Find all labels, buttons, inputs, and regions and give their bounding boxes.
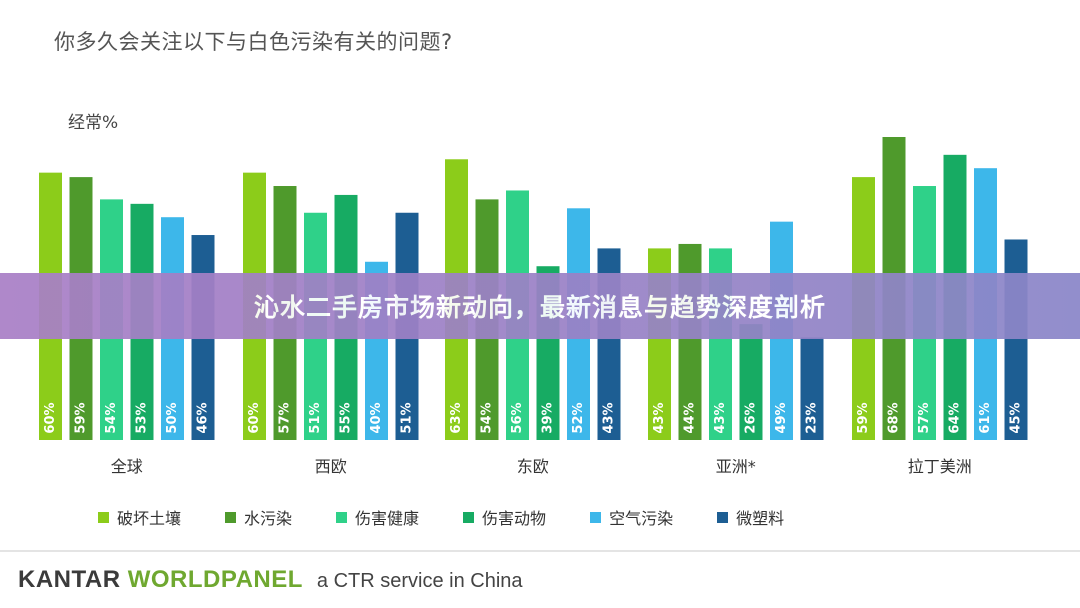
bar-value-label: 51%: [400, 402, 415, 433]
bar-3-5: [800, 337, 824, 440]
y-axis-label: 经常%: [68, 113, 118, 133]
bar-value-label: 56%: [510, 402, 525, 433]
legend-swatch: [336, 511, 348, 523]
bar-value-label: 61%: [978, 402, 993, 433]
category-label: 全球: [111, 457, 143, 476]
bar-value-label: 39%: [541, 402, 556, 433]
legend-item: 伤害健康: [336, 505, 419, 529]
bar-value-label: 23%: [805, 402, 820, 433]
bar-value-label: 53%: [135, 402, 150, 433]
legend-swatch: [590, 511, 602, 523]
category-label: 亚洲*: [716, 457, 756, 476]
legend-label: 破坏土壤: [117, 509, 182, 528]
bar-value-label: 52%: [571, 402, 586, 433]
legend-swatch: [463, 511, 475, 523]
legend-item: 水污染: [225, 505, 292, 529]
banner-title: 沁水二手房市场新动向，最新消息与趋势深度剖析: [253, 293, 826, 322]
category-labels: 全球 西欧 东欧 亚洲* 拉丁美洲: [111, 457, 972, 476]
overlay-banner: 沁水二手房市场新动向，最新消息与趋势深度剖析: [0, 273, 1080, 339]
legend: 破坏土壤 水污染 伤害健康 伤害动物 空气污染 微塑料: [98, 504, 828, 530]
legend-label: 微塑料: [736, 509, 785, 528]
category-label: 西欧: [315, 457, 347, 476]
bar-value-label: 49%: [774, 402, 789, 433]
bar-chart: 经常% 60% 59% 54% 53% 50% 46% 60% 57% 51% 55% 40% 51%…: [39, 113, 1028, 476]
bar-value-label: 43%: [713, 402, 728, 433]
bar-value-label: 63%: [449, 402, 464, 433]
bar-3-3: [739, 324, 763, 440]
bar-value-label: 59%: [856, 402, 871, 433]
footer-divider: [0, 550, 1080, 552]
legend-label: 水污染: [244, 509, 293, 528]
chart-title: 你多久会关注以下与白色污染有关的问题?: [54, 30, 453, 54]
legend-item: 伤害动物: [463, 505, 546, 529]
legend-item: 空气污染: [590, 505, 673, 529]
bar-value-label: 68%: [887, 402, 902, 433]
bar-value-label: 26%: [744, 402, 759, 433]
legend-item: 破坏土壤: [98, 505, 181, 529]
bar-value-label: 57%: [278, 402, 293, 433]
bar-value-label: 43%: [602, 402, 617, 433]
bar-value-label: 46%: [196, 402, 211, 433]
legend-item: 微塑料: [717, 505, 784, 529]
bar-value-label: 50%: [165, 402, 180, 433]
bar-value-label: 44%: [683, 402, 698, 433]
category-label: 拉丁美洲: [908, 457, 972, 476]
bar-value-label: 55%: [339, 402, 354, 433]
bar-value-label: 59%: [74, 402, 89, 433]
bar-value-label: 45%: [1009, 402, 1024, 433]
bar-value-label: 60%: [247, 402, 262, 433]
bar-value-label: 51%: [308, 402, 323, 433]
category-label: 东欧: [517, 457, 549, 476]
legend-swatch: [98, 511, 109, 523]
bar-value-label: 57%: [917, 402, 932, 433]
legend-label: 伤害健康: [355, 509, 420, 528]
brand-logo: KANTAR WORLDPANEL: [18, 566, 303, 593]
legend-label: 伤害动物: [482, 509, 547, 528]
legend-swatch: [717, 511, 729, 523]
legend-label: 空气污染: [609, 509, 674, 528]
bar-value-label: 60%: [43, 402, 58, 433]
bar-value-label: 43%: [652, 402, 667, 433]
bar-value-label: 40%: [369, 402, 384, 433]
bar-value-label: 64%: [948, 402, 963, 433]
brand-tagline: a CTR service in China: [316, 570, 523, 592]
legend-swatch: [225, 511, 237, 523]
footer: KANTAR WORLDPANEL a CTR service in China: [18, 566, 523, 594]
bar-value-label: 54%: [104, 402, 119, 433]
bar-value-label: 54%: [480, 402, 495, 433]
